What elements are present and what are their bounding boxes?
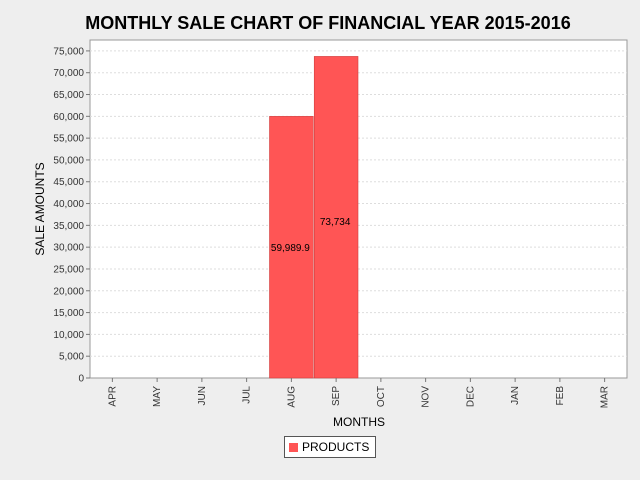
y-tick-label: 0	[78, 374, 84, 385]
x-tick-label: AUG	[286, 386, 297, 408]
y-axis-title: SALE AMOUNTS	[33, 162, 47, 255]
x-tick-label: NOV	[421, 386, 432, 408]
y-axis: 0 5,000 10,000 15,000 20,000 25,000 30,000 35,0…	[53, 46, 90, 385]
x-axis-title: MONTHS	[333, 415, 385, 429]
y-tick-label: 50,000	[53, 155, 84, 166]
x-axis: APR MAY JUN JUL AUG SEP OCT NOV DEC JAN FEB MAR	[107, 378, 611, 408]
plot-area	[89, 39, 628, 379]
legend-swatch-products	[289, 442, 298, 452]
x-tick-label: JAN	[510, 386, 521, 405]
y-tick-label: 5,000	[59, 352, 84, 363]
y-tick-label: 65,000	[53, 90, 84, 101]
y-tick-label: 30,000	[53, 243, 84, 254]
data-label-sep: 73,734	[320, 217, 351, 228]
y-tick-label: 55,000	[53, 134, 84, 145]
x-tick-label: FEB	[555, 386, 566, 406]
y-tick-label: 70,000	[53, 68, 84, 79]
data-label-aug: 59,989.9	[271, 243, 310, 254]
grid-lines	[90, 50, 627, 357]
y-tick-label: 60,000	[53, 112, 84, 123]
y-tick-label: 15,000	[53, 308, 84, 319]
y-tick-label: 20,000	[53, 286, 84, 297]
y-tick-label: 35,000	[53, 221, 84, 232]
chart-title: MONTHLY SALE CHART OF FINANCIAL YEAR 201…	[85, 13, 570, 33]
x-tick-label: SEP	[331, 386, 342, 406]
x-tick-label: MAY	[152, 386, 163, 407]
x-tick-label: JUN	[197, 386, 208, 405]
bar-series	[269, 56, 359, 379]
legend: PRODUCTS	[284, 436, 377, 458]
y-tick-label: 25,000	[53, 264, 84, 275]
y-tick-label: 10,000	[53, 330, 84, 341]
x-tick-label: APR	[107, 386, 118, 407]
bar-sep	[313, 56, 359, 379]
x-tick-label: DEC	[465, 386, 476, 407]
x-tick-label: MAR	[600, 386, 611, 408]
y-tick-label: 40,000	[53, 199, 84, 210]
x-tick-label: OCT	[376, 386, 387, 407]
y-tick-label: 75,000	[53, 46, 84, 57]
x-tick-label: JUL	[242, 386, 253, 404]
bar-aug	[269, 116, 314, 379]
legend-label-products: PRODUCTS	[302, 440, 370, 454]
y-tick-label: 45,000	[53, 177, 84, 188]
data-labels: 59,989.9 73,734	[271, 217, 351, 254]
